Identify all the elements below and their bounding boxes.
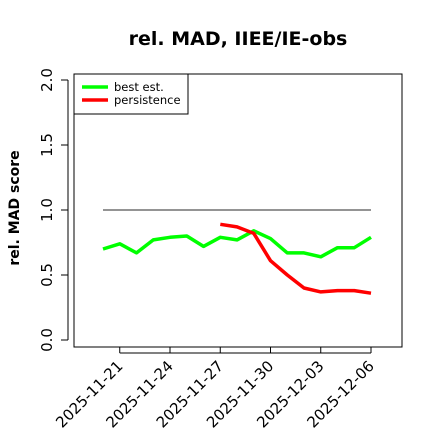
y-tick-label: 1.5: [38, 133, 56, 157]
y-tick-label: 0.5: [38, 263, 56, 287]
legend: best est. persistence: [73, 73, 189, 115]
y-axis-label: rel. MAD score: [7, 150, 23, 265]
y-axis: 0.0 0.5 1.0 1.5 2.0: [38, 68, 69, 352]
y-tick-label: 2.0: [38, 68, 56, 92]
plot-frame: [73, 73, 403, 348]
y-tick-label: 0.0: [38, 328, 56, 352]
series-line-persistence: [220, 222, 372, 295]
chart-title: rel. MAD, IIEE/IE-obs: [129, 28, 348, 50]
series-line-best-est: [102, 229, 372, 259]
legend-box: [73, 73, 189, 115]
series-layer: [102, 222, 372, 295]
x-axis: 2025-11-212025-11-242025-11-272025-11-30…: [52, 347, 378, 431]
legend-label-best-est: best est.: [114, 80, 164, 94]
y-tick-label: 1.0: [38, 198, 56, 222]
legend-label-persistence: persistence: [114, 93, 181, 107]
